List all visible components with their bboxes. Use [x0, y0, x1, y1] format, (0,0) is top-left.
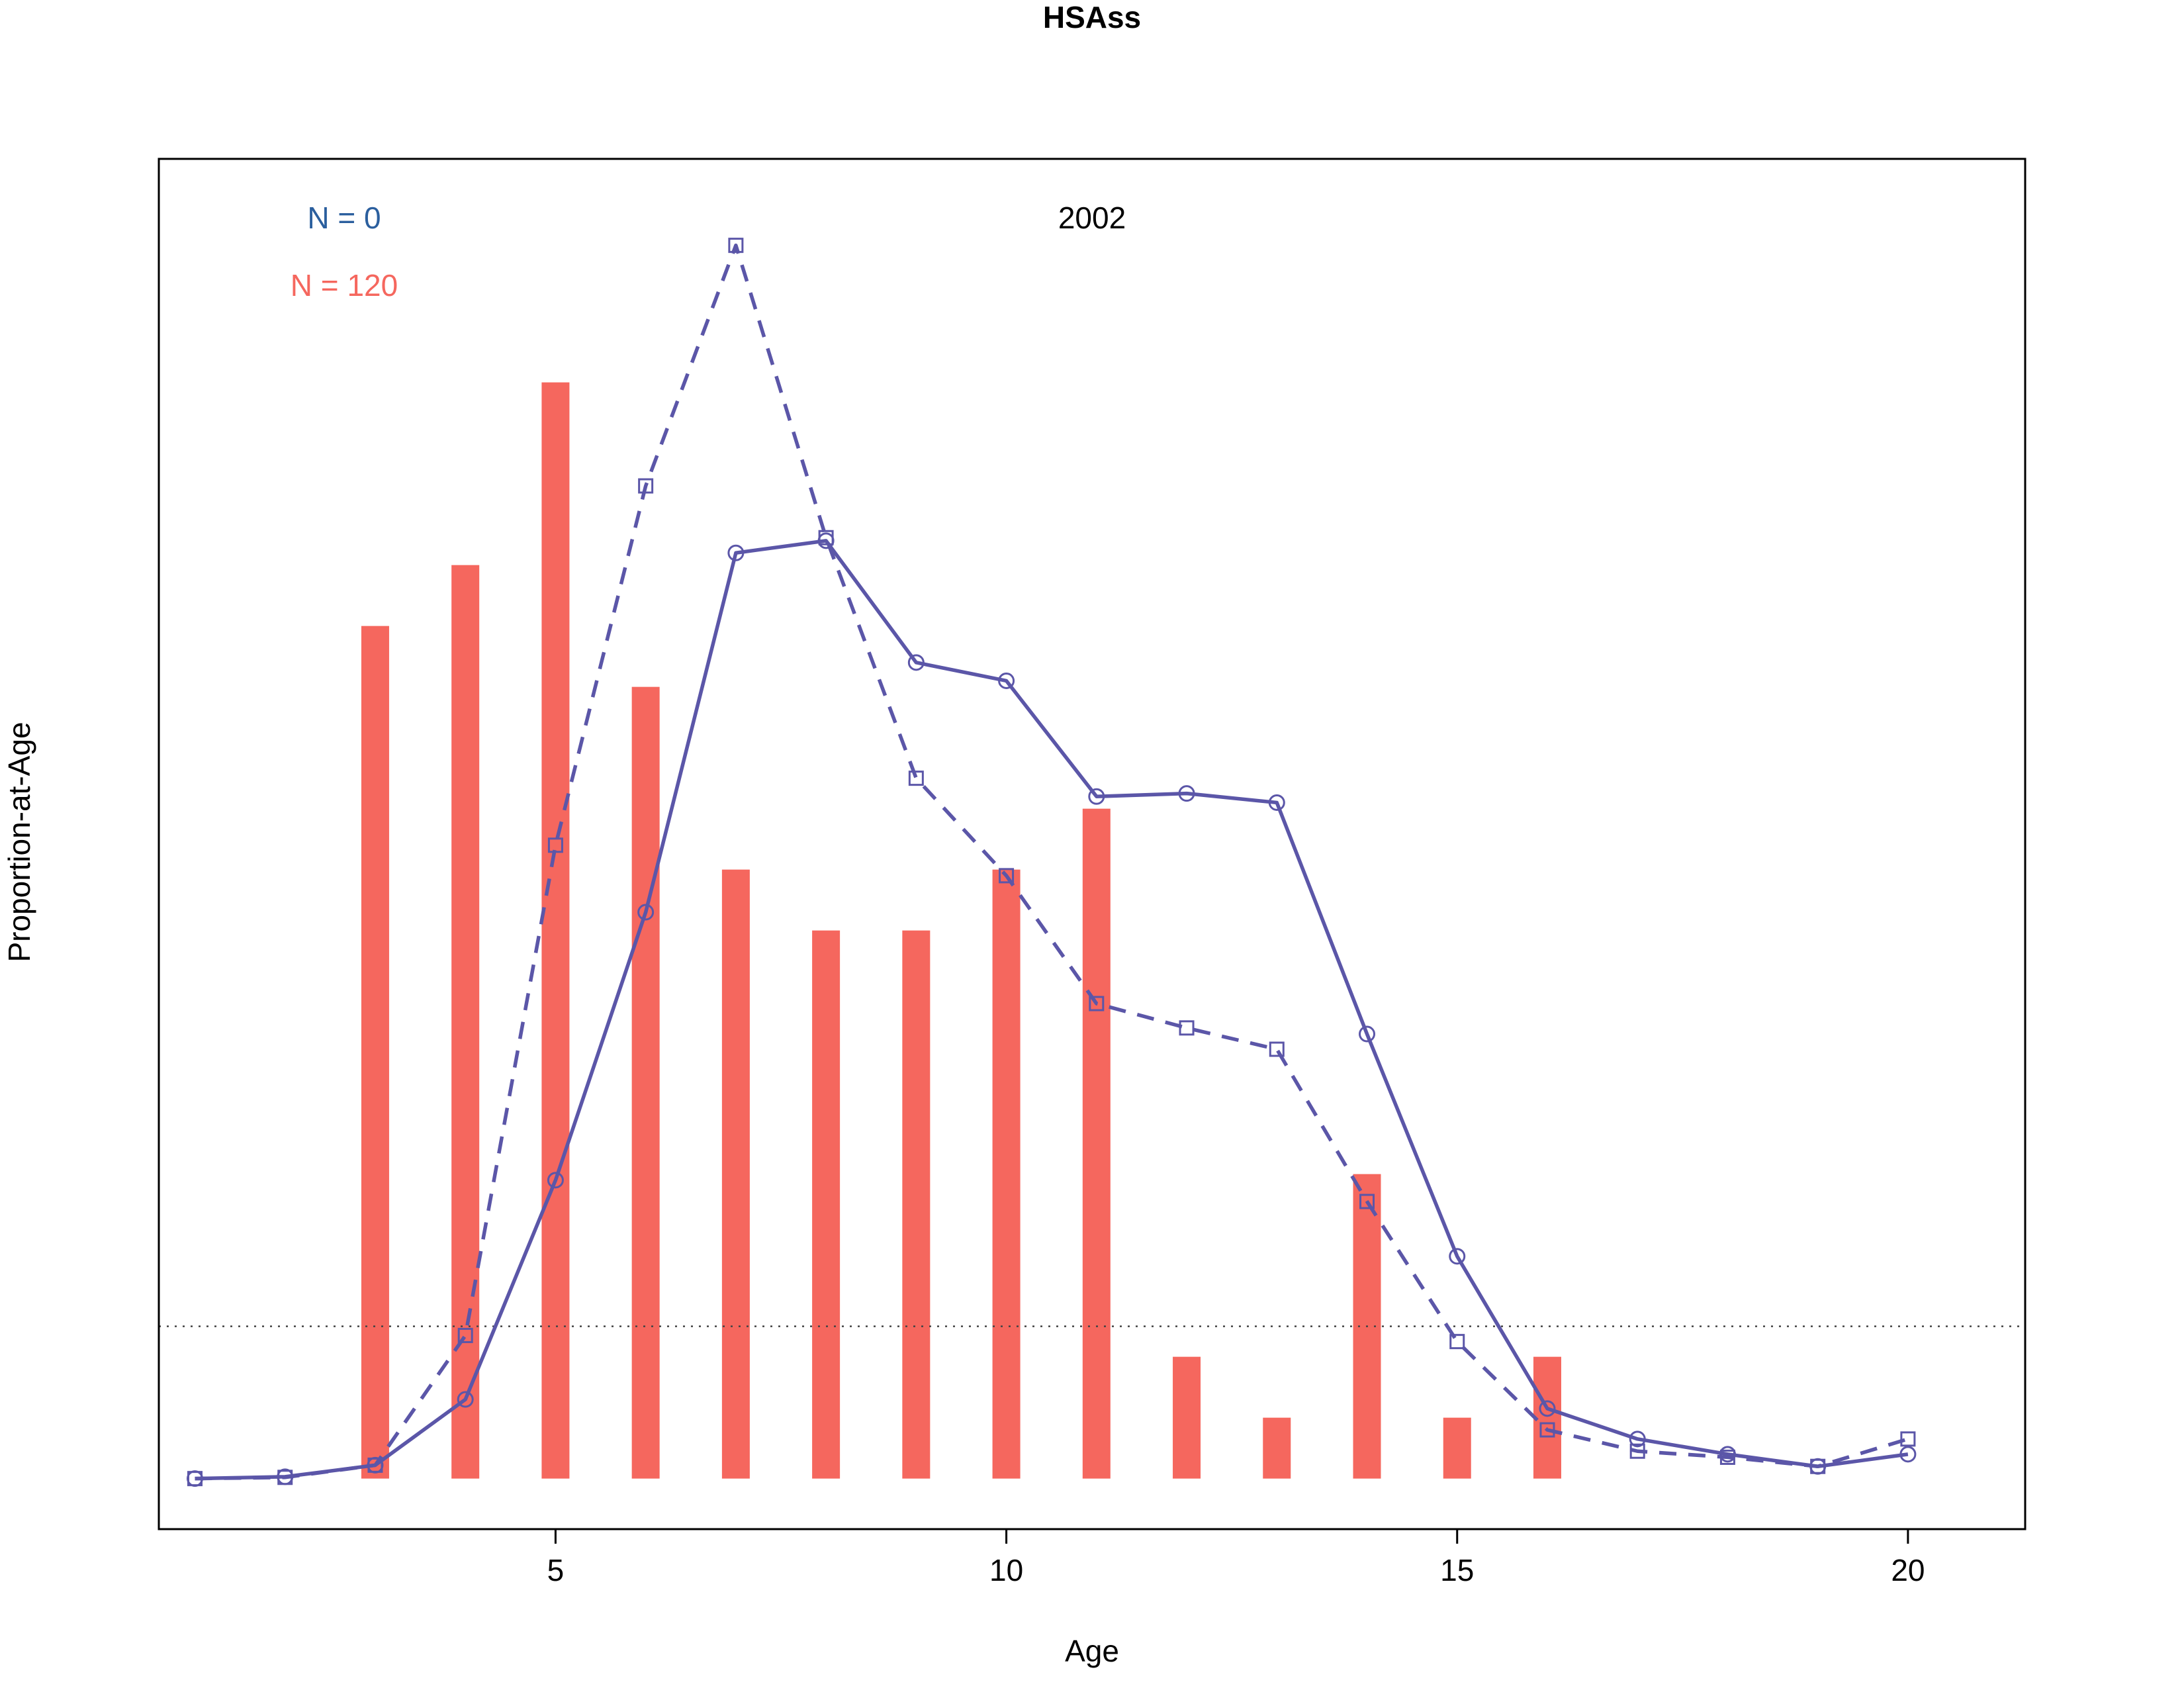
- bar-age-9: [902, 930, 931, 1479]
- plot-frame: [158, 158, 2026, 1530]
- series-solid-point-age-7: [727, 544, 745, 561]
- sample-size-n0-label: N = 0: [307, 201, 381, 235]
- series-solid-point-age-4: [457, 1391, 474, 1408]
- series-dashed-point-age-2: [277, 1470, 293, 1485]
- series-dashed-point-age-15: [1449, 1334, 1465, 1350]
- series-solid-line: [195, 539, 1909, 1481]
- bar-age-8: [812, 930, 841, 1479]
- series-solid-point-age-13: [1268, 794, 1285, 811]
- series-solid-point-age-15: [1449, 1248, 1466, 1265]
- series-solid-point-age-11: [1088, 788, 1105, 805]
- bar-age-13: [1263, 1417, 1291, 1479]
- series-dashed-point-age-6: [638, 478, 654, 494]
- x-tick-label-20: 20: [1891, 1553, 1925, 1587]
- sample-size-n120-label: N = 120: [291, 268, 398, 303]
- y-axis-title: Proportion-at-Age: [2, 722, 36, 962]
- series-solid-point-age-16: [1539, 1400, 1556, 1417]
- bar-age-11: [1082, 808, 1111, 1479]
- series-dashed-point-age-13: [1269, 1041, 1285, 1057]
- series-dashed-point-age-9: [908, 771, 924, 786]
- bar-age-10: [992, 869, 1021, 1479]
- x-tick-label-5: 5: [547, 1553, 565, 1587]
- series-solid-point-age-14: [1359, 1025, 1376, 1043]
- series-dashed-point-age-18: [1719, 1449, 1735, 1465]
- series-dashed-point-age-4: [457, 1327, 473, 1343]
- series-dashed-point-age-1: [187, 1471, 203, 1487]
- year-label: 2002: [1058, 201, 1126, 235]
- series-solid-point-age-20: [1899, 1446, 1917, 1463]
- series-dashed-point-age-7: [728, 238, 744, 254]
- series-solid-point-age-17: [1629, 1430, 1646, 1448]
- series-dashed-point-age-17: [1629, 1443, 1645, 1459]
- series-solid-point-age-12: [1178, 785, 1195, 802]
- x-tick-label-10: 10: [989, 1553, 1023, 1587]
- series-dashed-point-age-14: [1359, 1194, 1375, 1209]
- series-solid-point-age-9: [907, 654, 925, 671]
- series-dashed-point-age-16: [1539, 1422, 1555, 1438]
- series-dashed-point-age-12: [1179, 1020, 1195, 1036]
- chart-title: HSAss: [1043, 0, 1141, 34]
- bar-age-15: [1443, 1417, 1471, 1479]
- series-dashed-point-age-5: [547, 837, 563, 853]
- series-solid-point-age-5: [547, 1172, 564, 1189]
- series-dashed-line: [195, 243, 1909, 1481]
- series-solid-point-age-6: [637, 904, 655, 921]
- series-dashed-point-age-8: [818, 530, 834, 545]
- bar-age-4: [451, 565, 480, 1479]
- bar-age-6: [631, 686, 660, 1479]
- series-dashed-point-age-19: [1810, 1458, 1826, 1474]
- series-dashed-point-age-10: [999, 868, 1015, 884]
- series-dashed-point-age-3: [367, 1457, 383, 1473]
- series-dashed-point-age-20: [1900, 1431, 1916, 1447]
- series-dashed-point-age-11: [1089, 996, 1105, 1011]
- bar-age-12: [1173, 1356, 1201, 1479]
- bar-age-3: [361, 626, 389, 1479]
- x-tick-label-15: 15: [1440, 1553, 1474, 1587]
- bar-age-5: [541, 382, 570, 1479]
- x-axis-title: Age: [1065, 1634, 1119, 1668]
- bar-age-7: [721, 869, 750, 1479]
- bar-age-16: [1533, 1356, 1561, 1479]
- series-solid-point-age-10: [998, 672, 1015, 689]
- plot-area: [159, 238, 2025, 1487]
